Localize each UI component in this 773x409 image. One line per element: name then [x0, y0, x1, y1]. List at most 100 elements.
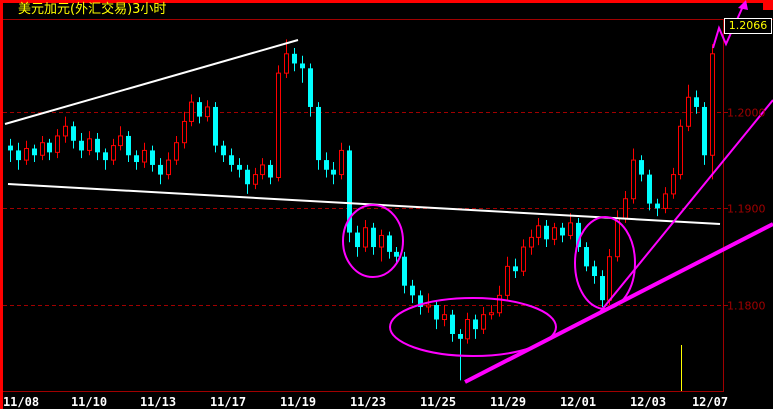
steep-trendline	[599, 99, 773, 313]
corner-button[interactable]	[763, 0, 773, 10]
candle	[16, 142, 21, 170]
candle	[473, 314, 478, 339]
candle	[174, 135, 179, 165]
candle-body	[182, 120, 187, 144]
candle-body	[158, 164, 163, 175]
candle-body	[276, 72, 281, 178]
candle	[316, 102, 321, 170]
candle-body	[426, 304, 431, 308]
candle-body	[79, 140, 84, 151]
x-tick-label: 11/17	[210, 395, 246, 409]
candle	[71, 121, 76, 149]
candle-body	[142, 149, 147, 163]
candle	[103, 148, 108, 170]
candle-body	[410, 285, 415, 296]
candle-body	[55, 135, 60, 153]
candle	[647, 169, 652, 211]
top-frame	[0, 0, 773, 3]
circle-annotation-1	[342, 204, 404, 278]
x-tick-label: 11/10	[71, 395, 107, 409]
candle-body	[355, 232, 360, 248]
candle	[276, 65, 281, 182]
candle-body	[213, 106, 218, 146]
candle-body	[647, 174, 652, 204]
candle-body	[592, 266, 597, 277]
left-frame	[0, 0, 3, 409]
candle	[694, 90, 699, 114]
candle	[292, 48, 297, 72]
candle	[663, 187, 668, 214]
candle	[418, 290, 423, 315]
candle	[671, 167, 676, 199]
y-tick-label: 1.1900	[727, 203, 766, 216]
candle	[363, 219, 368, 252]
candle	[47, 138, 52, 161]
candle-body	[678, 125, 683, 176]
candle-body	[379, 234, 384, 248]
candle	[197, 97, 202, 124]
candle	[560, 222, 565, 243]
candle	[686, 84, 691, 132]
candle-body	[166, 159, 171, 176]
candle-body	[442, 314, 447, 321]
candle-body	[671, 174, 676, 195]
candle-body	[174, 142, 179, 161]
candle	[584, 242, 589, 272]
x-tick-label: 11/25	[420, 395, 456, 409]
candle	[237, 158, 242, 178]
candle-body	[205, 106, 210, 118]
candle-body	[300, 63, 305, 69]
x-tick-label: 11/08	[3, 395, 39, 409]
candle-body	[24, 147, 29, 161]
candle-body	[324, 160, 329, 170]
candle	[410, 279, 415, 304]
candle	[513, 258, 518, 278]
candle-body	[260, 164, 265, 176]
candle	[63, 116, 68, 143]
candle-body	[8, 145, 13, 151]
circle-annotation-2	[389, 297, 557, 357]
candle	[489, 305, 494, 320]
candle-body	[489, 312, 494, 316]
candle	[324, 152, 329, 178]
candle-body	[450, 314, 455, 334]
candle	[189, 94, 194, 127]
candle	[300, 55, 305, 83]
candle	[505, 256, 510, 301]
candle-body	[710, 53, 715, 156]
candle	[87, 131, 92, 156]
candle	[379, 229, 384, 262]
candle	[631, 148, 636, 204]
candle	[607, 248, 612, 306]
candle	[150, 145, 155, 172]
candle	[450, 309, 455, 342]
candle	[142, 142, 147, 168]
candle-body	[150, 150, 155, 165]
candle	[253, 167, 258, 190]
candle	[118, 126, 123, 151]
candle	[371, 222, 376, 255]
candle-body	[560, 227, 565, 236]
candle	[552, 222, 557, 246]
candle	[221, 140, 226, 163]
candle-body	[126, 135, 131, 156]
candle-body	[434, 305, 439, 320]
candle	[576, 218, 581, 252]
candle-body	[71, 126, 76, 141]
candle-body	[576, 222, 581, 248]
annotations	[4, 0, 773, 384]
y-tick-label: 1.1800	[727, 300, 766, 313]
candle-body	[529, 236, 534, 248]
candle-body	[473, 319, 478, 330]
candle-body	[95, 138, 100, 153]
candle-body	[87, 138, 92, 151]
candle-body	[607, 256, 612, 301]
candle-body	[347, 150, 352, 233]
x-tick-label: 11/23	[350, 395, 386, 409]
candle-body	[544, 225, 549, 240]
candle	[55, 129, 60, 159]
candle	[592, 260, 597, 284]
candle	[678, 119, 683, 180]
candle-body	[458, 333, 463, 339]
